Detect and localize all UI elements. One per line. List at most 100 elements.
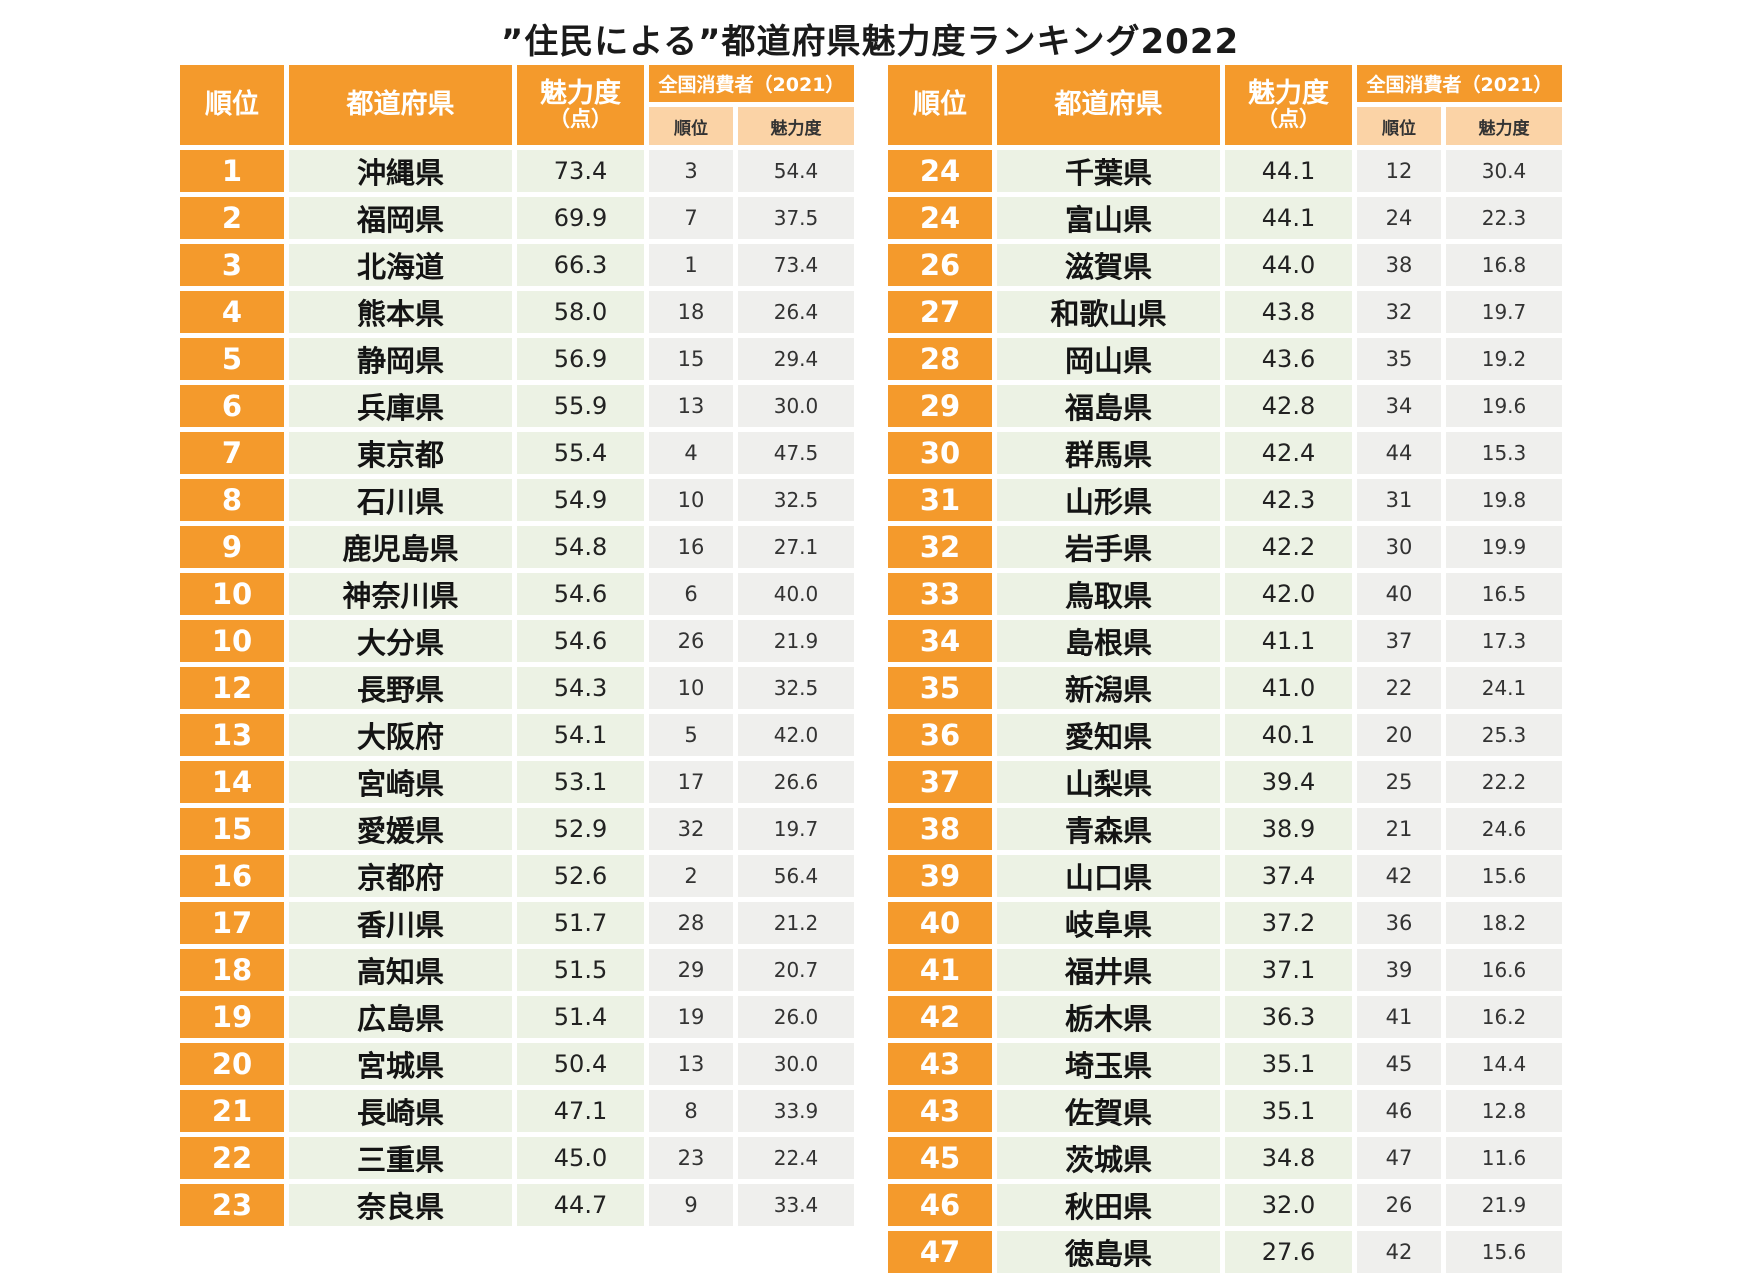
national-rank-cell: 32	[649, 808, 738, 855]
national-rank-cell: 21	[1357, 808, 1446, 855]
prefecture-cell: 福島県	[997, 385, 1225, 432]
prefecture-cell: 鳥取県	[997, 573, 1225, 620]
rank-cell: 36	[888, 714, 997, 761]
prefecture-cell: 岐阜県	[997, 902, 1225, 949]
national-rank-cell: 15	[649, 338, 738, 385]
rank-cell: 13	[180, 714, 289, 761]
table-row: 10 大分県 54.6 26 21.9	[180, 620, 854, 667]
national-score-cell: 47.5	[738, 432, 854, 479]
header-rank: 順位	[180, 65, 289, 150]
prefecture-cell: 長野県	[289, 667, 517, 714]
prefecture-cell: 奈良県	[289, 1184, 517, 1231]
rank-cell: 42	[888, 996, 997, 1043]
national-rank-cell: 22	[1357, 667, 1446, 714]
table-row: 30 群馬県 42.4 44 15.3	[888, 432, 1562, 479]
national-rank-cell: 47	[1357, 1137, 1446, 1184]
prefecture-cell: 鹿児島県	[289, 526, 517, 573]
prefecture-cell: 愛知県	[997, 714, 1225, 761]
score-cell: 54.6	[517, 620, 649, 667]
score-cell: 51.5	[517, 949, 649, 996]
national-rank-cell: 17	[649, 761, 738, 808]
national-rank-cell: 13	[649, 1043, 738, 1090]
table-row: 10 神奈川県 54.6 6 40.0	[180, 573, 854, 620]
national-score-cell: 30.4	[1446, 150, 1562, 197]
national-score-cell: 15.6	[1446, 855, 1562, 902]
national-rank-cell: 35	[1357, 338, 1446, 385]
table-row: 32 岩手県 42.2 30 19.9	[888, 526, 1562, 573]
rank-cell: 6	[180, 385, 289, 432]
table-row: 38 青森県 38.9 21 24.6	[888, 808, 1562, 855]
rank-cell: 22	[180, 1137, 289, 1184]
national-rank-cell: 16	[649, 526, 738, 573]
national-score-cell: 19.7	[1446, 291, 1562, 338]
prefecture-cell: 福井県	[997, 949, 1225, 996]
table-row: 7 東京都 55.4 4 47.5	[180, 432, 854, 479]
prefecture-cell: 山口県	[997, 855, 1225, 902]
score-cell: 53.1	[517, 761, 649, 808]
rank-cell: 20	[180, 1043, 289, 1090]
score-cell: 43.8	[1225, 291, 1357, 338]
table-row: 27 和歌山県 43.8 32 19.7	[888, 291, 1562, 338]
score-cell: 51.4	[517, 996, 649, 1043]
table-row: 22 三重県 45.0 23 22.4	[180, 1137, 854, 1184]
national-score-cell: 26.0	[738, 996, 854, 1043]
table-row: 41 福井県 37.1 39 16.6	[888, 949, 1562, 996]
rank-cell: 10	[180, 573, 289, 620]
national-rank-cell: 4	[649, 432, 738, 479]
rank-cell: 47	[888, 1231, 997, 1278]
score-cell: 54.9	[517, 479, 649, 526]
national-score-cell: 30.0	[738, 1043, 854, 1090]
national-score-cell: 26.4	[738, 291, 854, 338]
national-rank-cell: 46	[1357, 1090, 1446, 1137]
header-rank: 順位	[888, 65, 997, 150]
prefecture-cell: 埼玉県	[997, 1043, 1225, 1090]
national-rank-cell: 8	[649, 1090, 738, 1137]
national-rank-cell: 36	[1357, 902, 1446, 949]
table-row: 45 茨城県 34.8 47 11.6	[888, 1137, 1562, 1184]
rank-cell: 27	[888, 291, 997, 338]
prefecture-cell: 島根県	[997, 620, 1225, 667]
score-cell: 37.1	[1225, 949, 1357, 996]
national-rank-cell: 3	[649, 150, 738, 197]
rank-cell: 45	[888, 1137, 997, 1184]
prefecture-cell: 滋賀県	[997, 244, 1225, 291]
national-rank-cell: 42	[1357, 1231, 1446, 1278]
score-cell: 40.1	[1225, 714, 1357, 761]
rank-cell: 1	[180, 150, 289, 197]
header-prefecture: 都道府県	[289, 65, 517, 150]
score-cell: 43.6	[1225, 338, 1357, 385]
table-row: 47 徳島県 27.6 42 15.6	[888, 1231, 1562, 1278]
national-rank-cell: 23	[649, 1137, 738, 1184]
prefecture-cell: 佐賀県	[997, 1090, 1225, 1137]
rank-cell: 43	[888, 1090, 997, 1137]
score-cell: 44.7	[517, 1184, 649, 1231]
prefecture-cell: 長崎県	[289, 1090, 517, 1137]
rank-cell: 23	[180, 1184, 289, 1231]
prefecture-cell: 熊本県	[289, 291, 517, 338]
national-rank-cell: 24	[1357, 197, 1446, 244]
national-score-cell: 22.3	[1446, 197, 1562, 244]
prefecture-cell: 大阪府	[289, 714, 517, 761]
prefecture-cell: 広島県	[289, 996, 517, 1043]
national-rank-cell: 29	[649, 949, 738, 996]
national-score-cell: 11.6	[1446, 1137, 1562, 1184]
prefecture-cell: 京都府	[289, 855, 517, 902]
national-rank-cell: 44	[1357, 432, 1446, 479]
prefecture-cell: 福岡県	[289, 197, 517, 244]
rank-cell: 12	[180, 667, 289, 714]
national-score-cell: 33.4	[738, 1184, 854, 1231]
rank-cell: 38	[888, 808, 997, 855]
score-cell: 45.0	[517, 1137, 649, 1184]
national-rank-cell: 42	[1357, 855, 1446, 902]
header-score-label: 魅力度	[1248, 77, 1329, 109]
score-cell: 47.1	[517, 1090, 649, 1137]
national-score-cell: 56.4	[738, 855, 854, 902]
score-cell: 54.6	[517, 573, 649, 620]
national-score-cell: 19.6	[1446, 385, 1562, 432]
national-score-cell: 24.6	[1446, 808, 1562, 855]
rank-cell: 7	[180, 432, 289, 479]
national-score-cell: 26.6	[738, 761, 854, 808]
prefecture-cell: 秋田県	[997, 1184, 1225, 1231]
rank-cell: 2	[180, 197, 289, 244]
table-row: 46 秋田県 32.0 26 21.9	[888, 1184, 1562, 1231]
